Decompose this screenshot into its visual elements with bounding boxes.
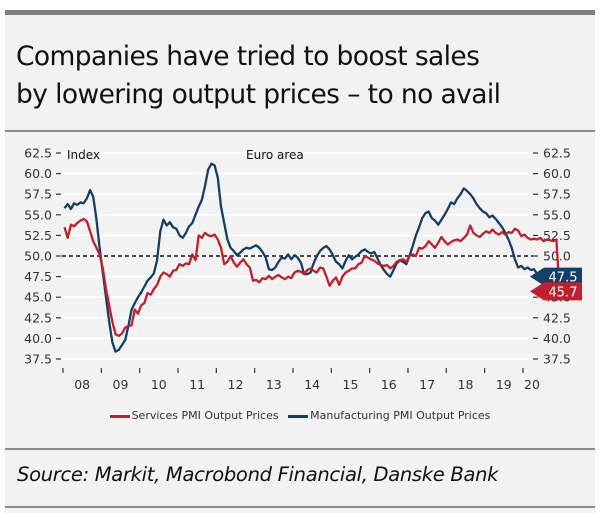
y-tick-label-left: 40.0 — [24, 331, 52, 346]
y-tick-label-right: 42.5 — [543, 310, 571, 325]
end-value-labels: 47.545.7 — [530, 267, 582, 301]
legend: Services PMI Output Prices Manufacturing… — [0, 409, 600, 422]
x-tick-label: 17 — [419, 377, 435, 390]
y-tick-label-left: 37.5 — [24, 352, 52, 367]
x-axis: 08 09 10 11 12 13 14 15 16 17 18 19 20 — [62, 368, 540, 390]
top-accent-bar — [5, 10, 595, 15]
series-services-pmi-output-prices — [63, 217, 561, 338]
y-tick-label-left: 50.0 — [24, 249, 52, 264]
line-chart: 62.5 60.0 57.5 55.0 52.5 50.0 47.5 45.0 42.5 40.0… — [24, 146, 582, 390]
y-tick-label-left: 47.5 — [24, 269, 52, 284]
legend-label-manufacturing: Manufacturing PMI Output Prices — [310, 409, 491, 422]
legend-label-services: Services PMI Output Prices — [131, 409, 279, 422]
y-axis-label: Index — [67, 148, 100, 162]
x-tick-label: 08 — [74, 377, 90, 390]
chart-title-line-1: Companies have tried to boost sales — [16, 41, 480, 72]
gridlines — [63, 152, 530, 360]
chart-title: Companies have tried to boost sales by l… — [16, 38, 591, 114]
x-tick-label: 14 — [304, 377, 320, 390]
x-tick-label: 15 — [343, 377, 359, 390]
y-tick-label-left: 52.5 — [24, 228, 52, 243]
source-divider-top — [5, 448, 595, 450]
end-flag-manufacturing-pmi-output-prices — [530, 267, 582, 286]
y-axis-right: 62.560.057.555.052.550.047.545.042.540.0… — [533, 146, 571, 367]
x-tick-label: 13 — [266, 377, 282, 390]
legend-item-manufacturing: Manufacturing PMI Output Prices — [288, 409, 490, 422]
x-tick-label: 11 — [189, 377, 205, 390]
title-divider — [5, 130, 595, 132]
x-tick-label: 12 — [228, 377, 244, 390]
y-tick-label-left: 60.0 — [24, 166, 52, 181]
y-tick-label-right: 62.5 — [543, 146, 571, 161]
y-tick-label-left: 55.0 — [24, 207, 52, 222]
y-tick-label-left: 62.5 — [24, 146, 52, 161]
series-manufacturing-pmi-output-prices — [63, 162, 548, 353]
y-tick-label-right: 57.5 — [543, 187, 571, 202]
region-annotation: Euro area — [246, 148, 304, 162]
legend-swatch-services — [109, 414, 130, 418]
x-tick-label: 19 — [496, 377, 512, 390]
series-line-services-pmi-output-prices — [63, 217, 561, 338]
x-tick-label: 18 — [458, 377, 474, 390]
y-tick-label-left: 57.5 — [24, 187, 52, 202]
chart-title-line-2: by lowering output prices – to no avail — [16, 79, 501, 110]
end-value-manufacturing-pmi-output-prices: 47.5 — [549, 271, 578, 286]
y-axis-left: 62.5 60.0 57.5 55.0 52.5 50.0 47.5 45.0 42.5 40.0… — [24, 146, 61, 367]
y-tick-label-right: 55.0 — [543, 207, 571, 222]
source-note: Source: Markit, Macrobond Financial, Dan… — [17, 463, 499, 486]
legend-swatch-manufacturing — [288, 414, 309, 418]
y-tick-label-right: 40.0 — [543, 331, 571, 346]
end-flag-services-pmi-output-prices — [530, 282, 582, 301]
x-tick-label: 10 — [151, 377, 167, 390]
x-tick-label: 16 — [381, 377, 397, 390]
y-tick-label-right: 60.0 — [543, 166, 571, 181]
x-tick-label: 09 — [113, 377, 129, 390]
legend-item-services: Services PMI Output Prices — [109, 409, 279, 422]
y-tick-label-right: 37.5 — [543, 352, 571, 367]
y-tick-label-left: 45.0 — [24, 290, 52, 305]
x-tick-label: 20 — [524, 377, 540, 390]
end-value-services-pmi-output-prices: 45.7 — [549, 285, 578, 300]
source-divider-bottom — [5, 506, 595, 508]
series-line-manufacturing-pmi-output-prices — [63, 162, 548, 353]
y-tick-label-left: 42.5 — [24, 310, 52, 325]
